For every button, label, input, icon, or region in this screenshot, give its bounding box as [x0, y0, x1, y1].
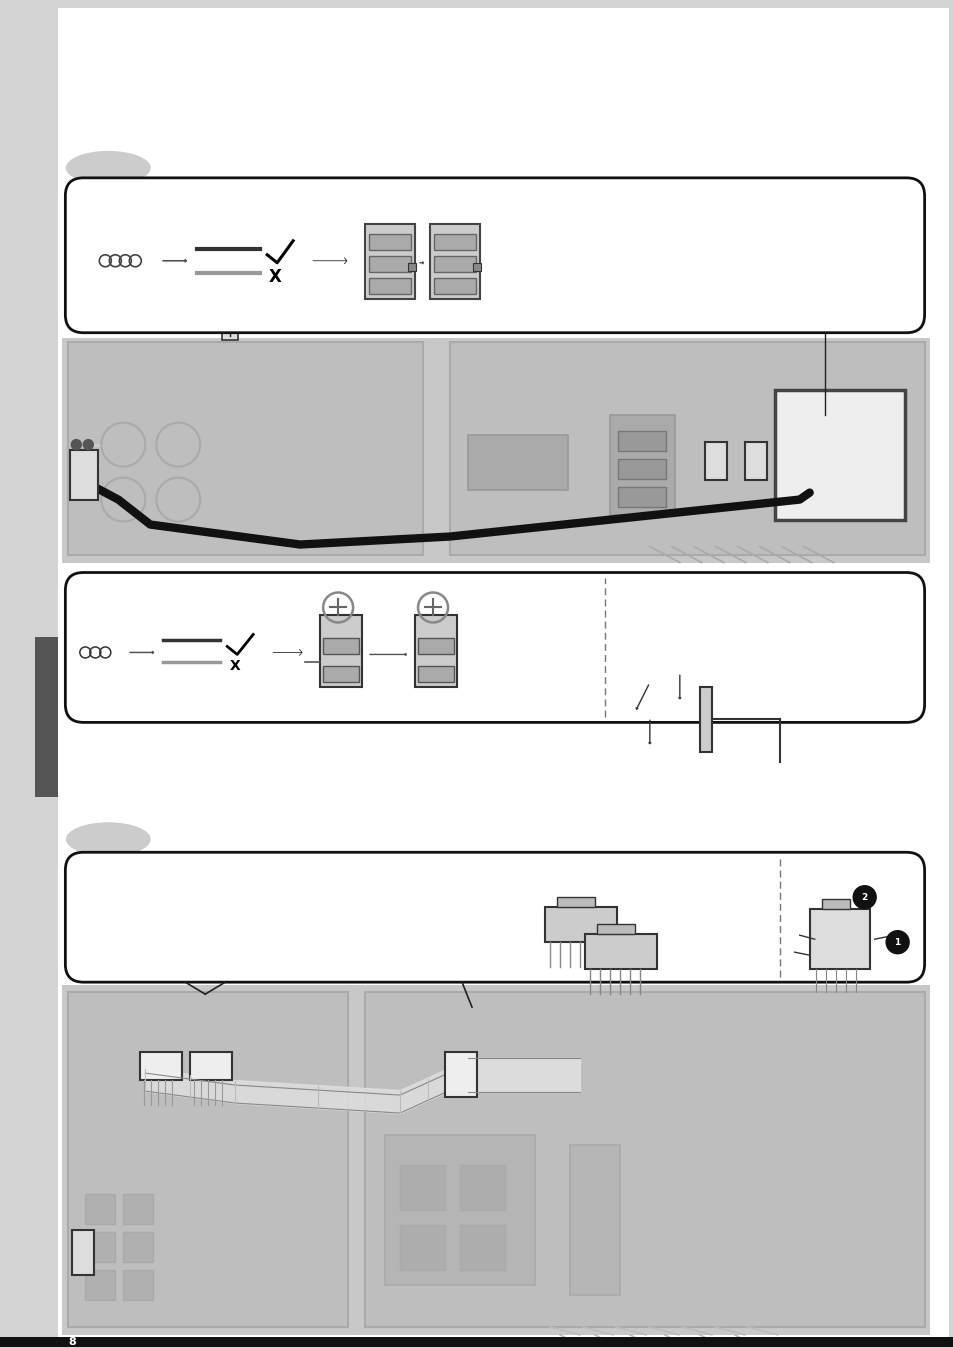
- Bar: [557, 898, 595, 907]
- Circle shape: [852, 886, 875, 909]
- Bar: [700, 687, 711, 752]
- Bar: [72, 1229, 94, 1275]
- Bar: [222, 319, 238, 340]
- Bar: [468, 434, 567, 489]
- Bar: [85, 1194, 115, 1224]
- Bar: [69, 992, 348, 1326]
- Bar: [140, 1051, 182, 1080]
- Bar: [744, 442, 766, 480]
- Bar: [365, 992, 923, 1326]
- Bar: [821, 899, 849, 909]
- Bar: [704, 442, 726, 480]
- Bar: [369, 278, 411, 294]
- Bar: [618, 458, 665, 479]
- Bar: [450, 341, 923, 554]
- Bar: [323, 639, 358, 654]
- Bar: [399, 1165, 444, 1211]
- Bar: [35, 638, 58, 797]
- Text: 8: 8: [69, 1337, 76, 1347]
- Text: 1: 1: [894, 938, 900, 946]
- Bar: [123, 1270, 153, 1299]
- Circle shape: [71, 439, 81, 450]
- Bar: [71, 450, 98, 500]
- Bar: [415, 616, 456, 687]
- Text: 2: 2: [861, 892, 867, 902]
- Bar: [85, 1232, 115, 1262]
- Circle shape: [83, 439, 93, 450]
- Bar: [434, 278, 476, 294]
- FancyBboxPatch shape: [66, 852, 923, 983]
- Bar: [408, 263, 416, 271]
- Bar: [62, 985, 928, 1335]
- Bar: [459, 1165, 504, 1211]
- Circle shape: [885, 930, 908, 953]
- Bar: [320, 616, 362, 687]
- FancyBboxPatch shape: [66, 178, 923, 333]
- Ellipse shape: [66, 151, 151, 185]
- Bar: [190, 1051, 232, 1080]
- FancyBboxPatch shape: [66, 573, 923, 723]
- Text: X: X: [269, 268, 281, 286]
- Bar: [62, 338, 928, 562]
- Bar: [369, 256, 411, 272]
- Bar: [369, 233, 411, 249]
- Bar: [444, 1051, 476, 1097]
- Bar: [618, 430, 665, 450]
- Bar: [365, 224, 415, 299]
- Bar: [417, 639, 454, 654]
- Bar: [69, 341, 422, 554]
- Bar: [597, 925, 634, 934]
- Bar: [774, 390, 903, 519]
- Bar: [430, 224, 479, 299]
- Ellipse shape: [66, 822, 151, 856]
- Text: X: X: [230, 659, 240, 674]
- Bar: [385, 1135, 535, 1285]
- Bar: [417, 666, 454, 682]
- Bar: [609, 415, 674, 515]
- Bar: [473, 263, 480, 271]
- Bar: [0, 1337, 953, 1347]
- Bar: [123, 1232, 153, 1262]
- Bar: [569, 1144, 619, 1295]
- Bar: [459, 1225, 504, 1270]
- Bar: [584, 934, 657, 969]
- Bar: [85, 1270, 115, 1299]
- Bar: [544, 907, 617, 942]
- Bar: [323, 666, 358, 682]
- Bar: [123, 1194, 153, 1224]
- Bar: [434, 256, 476, 272]
- Bar: [434, 233, 476, 249]
- Bar: [809, 909, 869, 969]
- Bar: [618, 487, 665, 507]
- Bar: [399, 1225, 444, 1270]
